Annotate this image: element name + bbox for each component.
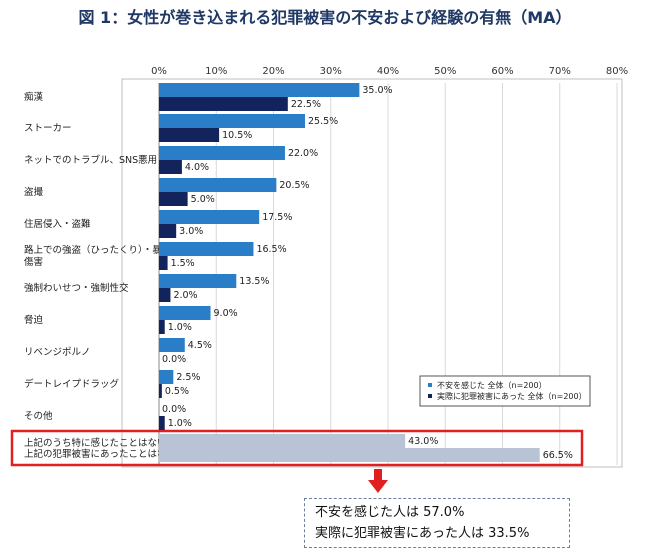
data-label-anxiety: 13.5% bbox=[239, 276, 269, 287]
x-tick-label: 30% bbox=[320, 66, 342, 77]
bar-anxiety bbox=[159, 146, 285, 160]
bar-victim bbox=[159, 448, 540, 462]
bar-anxiety bbox=[159, 178, 277, 192]
category-label: 上記の犯罪被害にあったことはない bbox=[24, 448, 176, 460]
bar-victim bbox=[159, 384, 162, 398]
legend-label-victim: 実際に犯罪被害にあった 全体（n=200） bbox=[437, 391, 587, 401]
data-label-anxiety: 43.0% bbox=[408, 436, 438, 447]
plot-frame bbox=[121, 78, 623, 468]
data-label-victim: 3.0% bbox=[179, 226, 203, 237]
data-label-victim: 5.0% bbox=[191, 194, 215, 205]
summary-box: 不安を感じた人は 57.0% 実際に犯罪被害にあった人は 33.5% bbox=[304, 498, 570, 548]
data-label-victim: 2.0% bbox=[173, 290, 197, 301]
category-label: デートレイプドラッグ bbox=[24, 378, 120, 390]
bar-victim bbox=[159, 320, 165, 334]
arrow-head bbox=[368, 480, 388, 493]
bar-anxiety bbox=[159, 306, 211, 320]
data-label-anxiety: 4.5% bbox=[188, 340, 212, 351]
data-label-anxiety: 17.5% bbox=[262, 212, 292, 223]
bar-victim bbox=[159, 256, 168, 270]
data-label-victim: 1.5% bbox=[171, 258, 195, 269]
data-label-anxiety: 2.5% bbox=[176, 372, 200, 383]
data-label-victim: 66.5% bbox=[543, 450, 573, 461]
bar-victim bbox=[159, 128, 220, 142]
bar-anxiety bbox=[159, 83, 360, 97]
category-label: リベンジポルノ bbox=[24, 347, 91, 358]
category-label: 痴漢 bbox=[24, 91, 44, 103]
summary-anxiety-line: 不安を感じた人は 57.0% bbox=[315, 505, 465, 520]
x-tick-label: 80% bbox=[606, 66, 628, 77]
arrow-shaft bbox=[374, 469, 382, 481]
category-label: その他 bbox=[24, 410, 53, 422]
bar-victim bbox=[159, 416, 165, 430]
category-label: 盗撮 bbox=[24, 186, 44, 198]
bar-anxiety bbox=[159, 434, 406, 448]
bar-victim bbox=[159, 288, 171, 302]
data-label-anxiety: 16.5% bbox=[256, 244, 286, 255]
bar-anxiety bbox=[159, 274, 237, 288]
highlight-frame bbox=[10, 429, 584, 467]
data-label-victim: 4.0% bbox=[185, 162, 209, 173]
category-label: ストーカー bbox=[24, 123, 72, 134]
bar-anxiety bbox=[159, 370, 174, 384]
data-label-victim: 1.0% bbox=[168, 322, 192, 333]
bar-victim bbox=[159, 224, 177, 238]
data-label-anxiety: 35.0% bbox=[362, 85, 392, 96]
data-label-victim: 0.5% bbox=[165, 386, 189, 397]
x-tick-label: 0% bbox=[151, 66, 167, 77]
data-label-anxiety: 0.0% bbox=[162, 404, 186, 415]
bar-anxiety bbox=[159, 210, 260, 224]
data-label-anxiety: 20.5% bbox=[279, 180, 309, 191]
bar-victim bbox=[159, 97, 288, 111]
bar-victim bbox=[159, 192, 188, 206]
x-tick-label: 20% bbox=[262, 66, 284, 77]
x-tick-label: 10% bbox=[205, 66, 227, 77]
bar-anxiety bbox=[159, 114, 305, 128]
category-label: 強制わいせつ・強制性交 bbox=[24, 282, 129, 294]
chart-title: 図 1：女性が巻き込まれる犯罪被害の不安および経験の有無（MA） bbox=[78, 8, 572, 27]
category-label: 路上での強盗（ひったくり）・暴行・ bbox=[24, 244, 181, 256]
x-tick-label: 50% bbox=[434, 66, 456, 77]
x-tick-label: 40% bbox=[377, 66, 399, 77]
data-label-victim: 1.0% bbox=[168, 418, 192, 429]
x-tick-label: 70% bbox=[549, 66, 571, 77]
bar-victim bbox=[159, 160, 182, 174]
legend-box bbox=[419, 375, 591, 407]
data-label-anxiety: 25.5% bbox=[308, 116, 338, 127]
x-tick-label: 60% bbox=[491, 66, 513, 77]
bar-anxiety bbox=[159, 242, 254, 256]
data-label-anxiety: 22.0% bbox=[288, 148, 318, 159]
category-label: ネットでのトラブル、SNS悪用 bbox=[24, 154, 157, 166]
data-label-anxiety: 9.0% bbox=[214, 308, 238, 319]
category-label: 住居侵入・盗難 bbox=[24, 218, 91, 230]
summary-victim-line: 実際に犯罪被害にあった人は 33.5% bbox=[315, 526, 530, 541]
category-label: 傷害 bbox=[24, 256, 43, 268]
data-label-victim: 0.0% bbox=[162, 354, 186, 365]
legend-label-anxiety: 不安を感じた 全体（n=200） bbox=[437, 380, 547, 390]
legend-swatch-victim bbox=[428, 394, 432, 398]
category-label: 上記のうち特に感じたことはない／ bbox=[24, 437, 177, 449]
legend-swatch-anxiety bbox=[428, 383, 432, 387]
category-label: 脅迫 bbox=[24, 314, 44, 326]
bar-anxiety bbox=[159, 338, 185, 352]
data-label-victim: 10.5% bbox=[222, 130, 252, 141]
data-label-victim: 22.5% bbox=[291, 99, 321, 110]
